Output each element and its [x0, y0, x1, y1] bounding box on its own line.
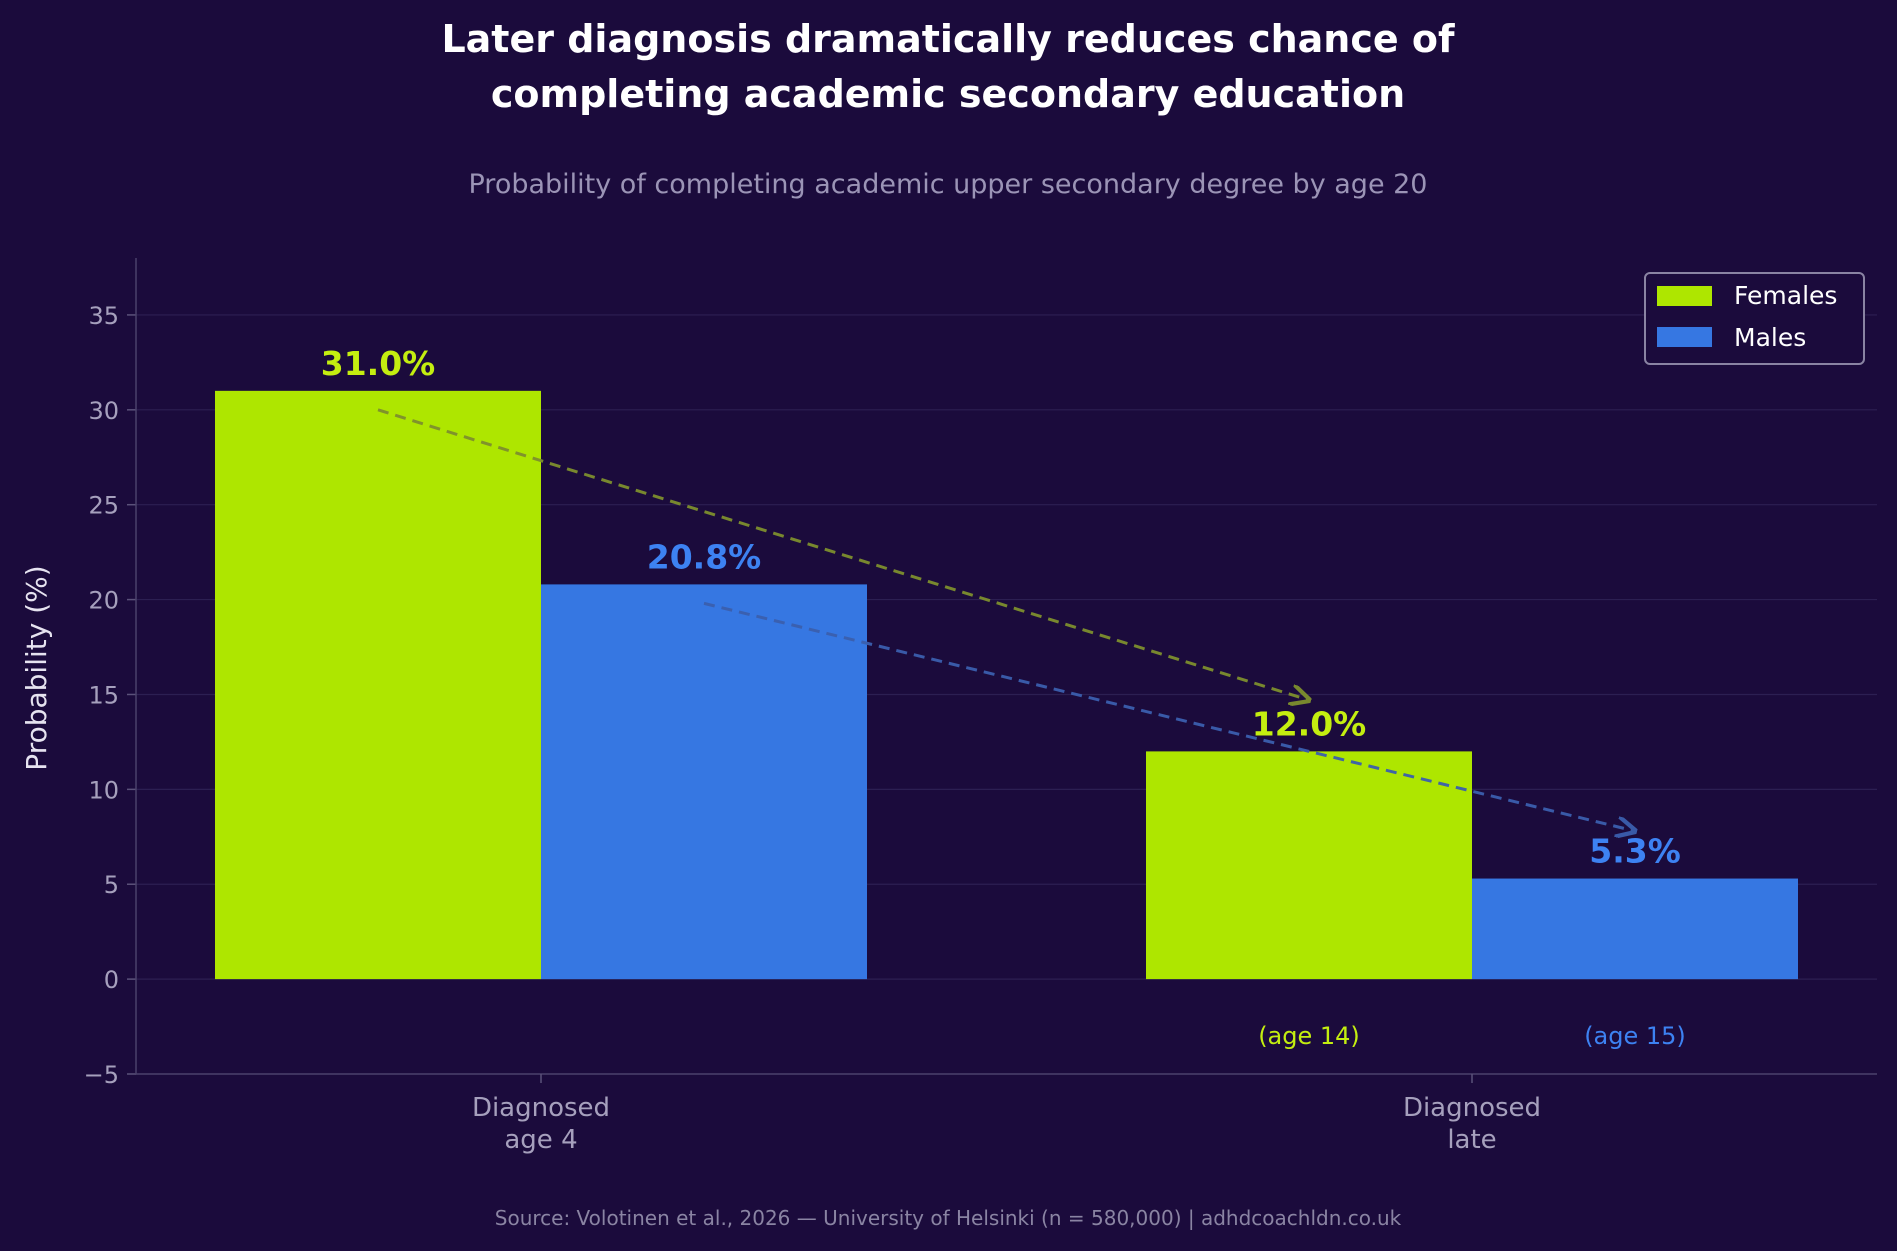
bar-males-0 [541, 584, 867, 980]
trend-arrow-males [703, 601, 1635, 831]
legend-swatch-males [1657, 327, 1712, 347]
trend-arrow-females [377, 408, 1309, 700]
legend-label-females: Females [1734, 281, 1837, 310]
y-tick-label: −5 [84, 1061, 119, 1089]
legend-label-males: Males [1734, 323, 1806, 352]
chart-title-line-2: completing academic secondary education [491, 72, 1405, 116]
y-tick-label: 0 [104, 966, 119, 994]
legend-swatch-females [1657, 286, 1712, 306]
y-tick-label: 35 [88, 302, 119, 330]
source-note: Source: Volotinen et al., 2026 — Univers… [495, 1206, 1402, 1230]
value-label-females-1: 12.0% [1252, 704, 1367, 743]
age-annotation-females: (age 14) [1258, 1022, 1360, 1050]
value-labels: 31.0% 12.0% 20.8% 5.3% (age 14) (age 15) [321, 344, 1686, 1050]
bar-males-1 [1472, 878, 1798, 980]
x-tick-label-1-line-1: late [1447, 1125, 1496, 1155]
y-tick-label: 15 [88, 681, 119, 709]
chart-title-line-1: Later diagnosis dramatically reduces cha… [441, 17, 1455, 61]
legend: Females Males [1644, 272, 1865, 365]
value-label-females-0: 31.0% [321, 344, 436, 383]
y-tick-label: 30 [88, 397, 119, 425]
bar-females-1 [1146, 751, 1472, 980]
y-tick-label: 25 [88, 492, 119, 520]
x-tick-label-0-line-0: Diagnosed [472, 1093, 610, 1123]
value-label-males-0: 20.8% [647, 537, 762, 576]
value-label-males-1: 5.3% [1589, 832, 1681, 871]
bar-females-0 [215, 390, 541, 980]
x-tick-label-1-line-0: Diagnosed [1403, 1093, 1541, 1123]
chart-subtitle: Probability of completing academic upper… [469, 169, 1428, 200]
trend-arrows [377, 408, 1635, 831]
y-tick-label: 10 [88, 776, 119, 804]
x-tick-label-0-line-1: age 4 [504, 1125, 577, 1155]
y-tick-label: 20 [88, 587, 119, 615]
bars [215, 390, 1798, 980]
y-axis-label: Probability (%) [20, 565, 53, 770]
age-annotation-males: (age 15) [1584, 1022, 1686, 1050]
y-tick-label: 5 [104, 871, 119, 899]
